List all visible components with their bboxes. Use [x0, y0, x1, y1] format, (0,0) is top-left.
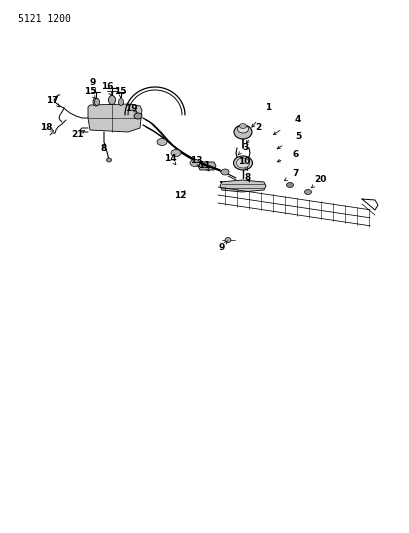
Ellipse shape: [304, 190, 311, 195]
Ellipse shape: [171, 149, 180, 157]
Ellipse shape: [157, 139, 166, 146]
Text: 11: 11: [197, 160, 210, 169]
Ellipse shape: [108, 95, 115, 104]
Text: 16: 16: [101, 82, 113, 91]
Polygon shape: [220, 180, 265, 192]
Text: 17: 17: [45, 95, 58, 104]
Text: 3: 3: [242, 142, 249, 151]
Ellipse shape: [225, 238, 230, 243]
Text: 19: 19: [124, 103, 137, 112]
Text: 20: 20: [313, 175, 326, 184]
Ellipse shape: [118, 99, 123, 106]
Polygon shape: [88, 104, 142, 132]
Ellipse shape: [189, 159, 200, 166]
Text: 7: 7: [292, 169, 299, 179]
Text: 10: 10: [237, 157, 249, 166]
Text: 9: 9: [90, 77, 96, 86]
Text: 8: 8: [101, 143, 107, 152]
Ellipse shape: [94, 99, 99, 106]
Ellipse shape: [220, 169, 229, 175]
Text: 6: 6: [292, 149, 299, 158]
Polygon shape: [198, 162, 216, 170]
Text: 2: 2: [254, 123, 261, 132]
Ellipse shape: [237, 125, 248, 133]
Text: 15: 15: [113, 86, 126, 95]
Ellipse shape: [239, 124, 246, 128]
Ellipse shape: [286, 182, 293, 188]
Text: 12: 12: [173, 191, 186, 200]
Text: 21: 21: [72, 130, 84, 139]
Ellipse shape: [106, 158, 111, 162]
Text: 1: 1: [264, 102, 270, 111]
Text: 8: 8: [244, 174, 250, 182]
Ellipse shape: [134, 113, 142, 119]
Text: 5121 1200: 5121 1200: [18, 14, 71, 24]
Text: 9: 9: [218, 243, 225, 252]
Text: 5: 5: [294, 132, 300, 141]
Text: 18: 18: [40, 123, 52, 132]
Ellipse shape: [234, 125, 252, 139]
Ellipse shape: [93, 98, 99, 106]
Text: 13: 13: [189, 156, 202, 165]
Ellipse shape: [233, 156, 252, 170]
Text: 15: 15: [83, 86, 96, 95]
Ellipse shape: [236, 158, 249, 168]
Text: 4: 4: [294, 115, 301, 124]
Text: 14: 14: [163, 154, 176, 163]
